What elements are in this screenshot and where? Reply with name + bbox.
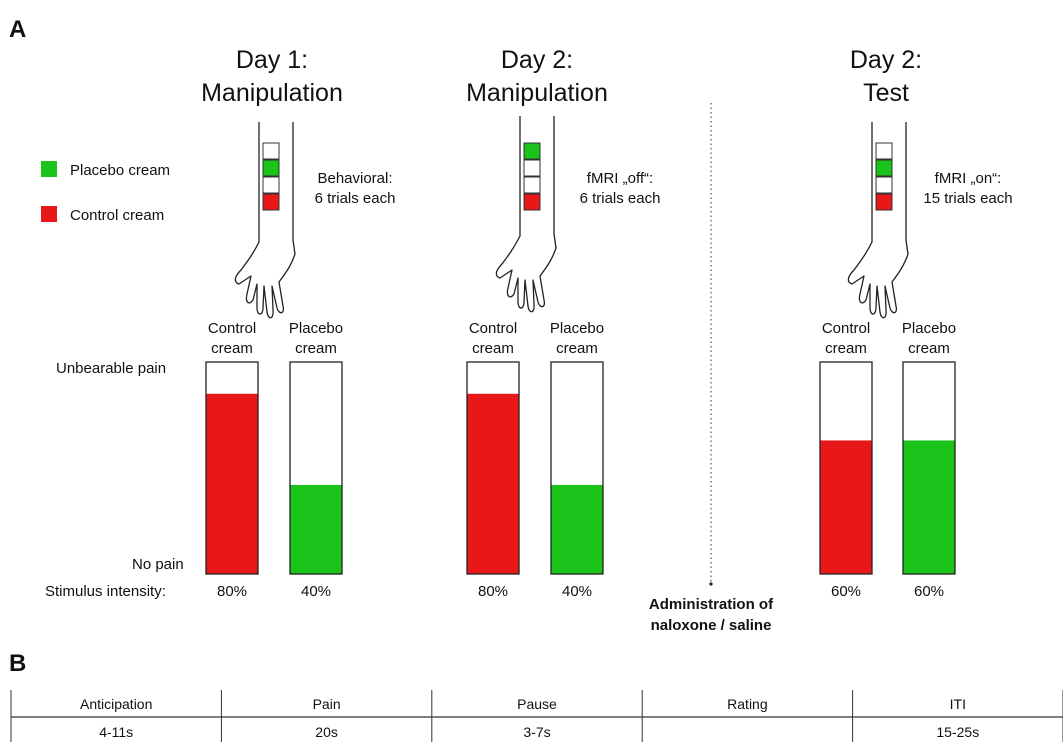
- arm-stimulation-square-white: [262, 176, 280, 194]
- pain-bar-fill-control: [820, 440, 872, 574]
- table-duration-cell: 20s: [315, 724, 338, 740]
- table-header-cell: Pain: [313, 696, 341, 712]
- bar-label-line2: cream: [825, 340, 867, 357]
- bar-label-line1: Control: [469, 320, 517, 337]
- stimulus-intensity-value: 40%: [562, 583, 592, 600]
- stimulus-intensity-value: 40%: [301, 583, 331, 600]
- administration-line2: naloxone / saline: [651, 617, 772, 634]
- arm-stimulation-square-white: [523, 159, 541, 177]
- table-duration-cell: 15-25s: [936, 724, 979, 740]
- column-title-line1: Day 1:: [236, 46, 308, 74]
- stimulus-intensity-value: 80%: [478, 583, 508, 600]
- stimulus-intensity-value: 60%: [831, 583, 861, 600]
- table-header-cell: Rating: [727, 696, 767, 712]
- trial-note-line2: 6 trials each: [315, 190, 396, 207]
- column-title-line1: Day 2:: [501, 46, 573, 74]
- arm-stimulation-square-white: [262, 142, 280, 160]
- column-title-line2: Test: [863, 79, 909, 107]
- pain-bar-fill-placebo: [903, 440, 955, 574]
- pain-bar-fill-control: [467, 393, 519, 574]
- pain-bar-frame: [902, 361, 956, 575]
- column-day2-manipulation: Day 2: Manipulation fMRI „off“: 6 trials…: [466, 46, 660, 600]
- legend-control-label: Control cream: [70, 207, 164, 224]
- bar-label-line2: cream: [295, 340, 337, 357]
- legend-placebo-swatch: [41, 161, 57, 177]
- stimulus-intensity-value: 80%: [217, 583, 247, 600]
- legend-control-swatch: [41, 206, 57, 222]
- bar-label-line2: cream: [556, 340, 598, 357]
- pain-bar-fill-control: [206, 393, 258, 574]
- column-title-line1: Day 2:: [850, 46, 922, 74]
- column-day1-manipulation: Day 1: Manipulation Behavioral: 6 trials…: [201, 46, 395, 600]
- table-header-cell: ITI: [950, 696, 966, 712]
- arm-stimulation-square-red: [875, 193, 893, 211]
- trial-note-line1: Behavioral:: [317, 170, 392, 187]
- trial-note-line2: 6 trials each: [580, 190, 661, 207]
- column-title-line2: Manipulation: [466, 79, 608, 107]
- table-duration-cell: 4-11s: [99, 724, 133, 740]
- table-header-cell: Pause: [517, 696, 557, 712]
- pain-bar-frame: [550, 361, 604, 575]
- arm-stimulation-square-white: [523, 176, 541, 194]
- bar-label-line1: Control: [822, 320, 870, 337]
- pain-bar-frame: [466, 361, 520, 575]
- arm-stimulation-square-green: [262, 159, 280, 177]
- arm-stimulation-square-red: [523, 193, 541, 211]
- unbearable-pain-label: Unbearable pain: [56, 360, 166, 377]
- bar-label-line2: cream: [211, 340, 253, 357]
- stimulus-intensity-label: Stimulus intensity:: [45, 583, 166, 600]
- bar-label-line1: Control: [208, 320, 256, 337]
- bar-label-line1: Placebo: [902, 320, 956, 337]
- column-title-line2: Manipulation: [201, 79, 343, 107]
- trial-note-line1: fMRI „on“:: [935, 170, 1002, 187]
- bar-label-line2: cream: [908, 340, 950, 357]
- stimulus-intensity-value: 60%: [914, 583, 944, 600]
- column-day2-test: Day 2: Test fMRI „on“: 15 trials each Co…: [819, 46, 1013, 600]
- bar-label-line1: Placebo: [550, 320, 604, 337]
- arm-stimulation-square-green: [875, 159, 893, 177]
- administration-line1: Administration of: [649, 596, 774, 613]
- bar-label-line2: cream: [472, 340, 514, 357]
- table-duration-cell: 3-7s: [523, 724, 550, 740]
- bar-label-line1: Placebo: [289, 320, 343, 337]
- table-header-cell: Anticipation: [80, 696, 152, 712]
- legend: Placebo cream Control cream: [41, 161, 170, 224]
- arm-stimulation-square-white: [875, 142, 893, 160]
- separator-end-dot: [709, 582, 713, 586]
- legend-placebo-label: Placebo cream: [70, 162, 170, 179]
- panel-b-letter: B: [9, 650, 26, 677]
- pain-bar-frame: [819, 361, 873, 575]
- pain-bar-frame: [205, 361, 259, 575]
- arm-stimulation-square-red: [262, 193, 280, 211]
- pain-bar-frame: [289, 361, 343, 575]
- arm-stimulation-square-white: [875, 176, 893, 194]
- trial-note-line1: fMRI „off“:: [587, 170, 653, 187]
- panel-a-letter: A: [9, 16, 26, 43]
- arm-stimulation-square-green: [523, 142, 541, 160]
- pain-bar-fill-placebo: [290, 484, 342, 574]
- no-pain-label: No pain: [132, 556, 184, 573]
- pain-bar-fill-placebo: [551, 484, 603, 574]
- trial-note-line2: 15 trials each: [923, 190, 1012, 207]
- trial-timeline-table: Anticipation 4-11s Pain 20s Pause 3-7s Rating I…: [10, 690, 1063, 742]
